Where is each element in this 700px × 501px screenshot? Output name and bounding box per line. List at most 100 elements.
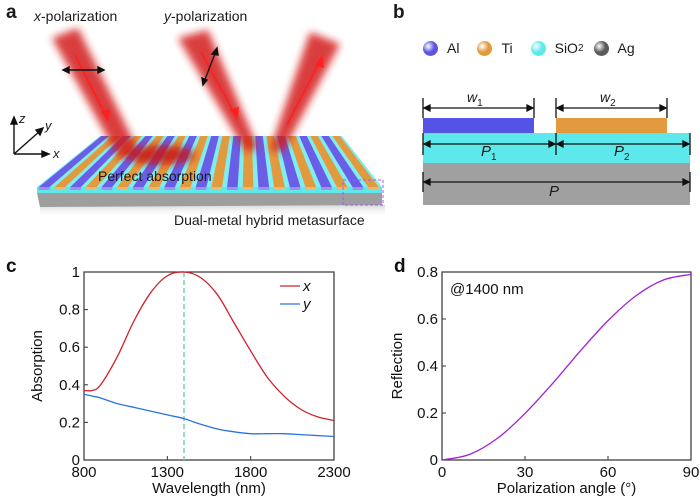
chart-panel-c: c 800 1300 1800 2300 0 0.2 0.4 0.6 0.8 1 Wavelength… <box>6 256 351 497</box>
coordinate-axes <box>9 115 51 159</box>
reflected-beam-direction-arrow <box>286 56 323 126</box>
al-stripe <box>227 136 241 187</box>
plot-frame <box>83 271 335 461</box>
y-axis-label: y <box>45 118 52 133</box>
charts-area: c 800 1300 1800 2300 0 0.2 0.4 0.6 0.8 1 Wavelength… <box>6 256 699 497</box>
y-tick-label: 0.4 <box>59 377 80 394</box>
ti-stripe <box>54 136 120 187</box>
x-polarization-label: x-polarization <box>34 8 117 24</box>
y-polarization-arrow <box>203 50 217 83</box>
x-axis-title: Wavelength (nm) <box>152 480 266 497</box>
y-tick-label: 0.2 <box>417 405 438 422</box>
w2-label: w2 <box>600 89 616 109</box>
x-beam-direction-arrow <box>74 54 109 121</box>
y-beam-arrowhead <box>229 106 239 121</box>
y-tick-label: 0.6 <box>59 339 80 356</box>
stripe-front-face <box>211 187 223 190</box>
x-tick-label: 0 <box>438 464 446 481</box>
ti-stripe <box>332 136 379 187</box>
al-stripe <box>38 136 109 187</box>
ag-substrate-side <box>37 193 382 207</box>
incident-beam-y <box>178 30 258 152</box>
x-tick-label: 60 <box>600 464 617 481</box>
x-polarization-symbol: x <box>34 8 41 24</box>
y-beam-direction-arrow <box>200 51 238 119</box>
metasurface-illustration <box>9 28 385 217</box>
materials-legend: Al Ti SiO 2 Ag <box>423 38 653 58</box>
y-axis-title: Reflection <box>389 333 406 400</box>
metasurface-caption: Dual-metal hybrid metasurface <box>174 212 365 228</box>
material-name: Ag <box>617 40 635 56</box>
al-stripe <box>255 136 270 187</box>
material-name: SiO <box>554 40 578 56</box>
legend-item-ag: Ag <box>593 40 635 56</box>
legend-item-sio: SiO 2 <box>530 40 584 56</box>
stripe-front-face <box>321 187 332 190</box>
reflected-beam-y <box>270 32 340 152</box>
stripe-front-face <box>180 187 191 190</box>
x-tick-label: 1800 <box>234 464 267 481</box>
panel-d-label: d <box>394 256 406 277</box>
y-tick-label: 0.6 <box>417 311 438 328</box>
x-axis-arrowhead <box>41 149 51 159</box>
absorption-spot <box>125 145 195 165</box>
x-polarization-arrowhead-right <box>97 65 106 75</box>
material-subscript: 2 <box>577 42 584 54</box>
material-sphere-icon <box>477 40 493 56</box>
stripe-front-face <box>352 187 364 190</box>
x-tick-label: 1300 <box>151 464 184 481</box>
x-tick-label: 2300 <box>317 464 350 481</box>
x-tick-label: 90 <box>683 464 700 481</box>
stripe-front-face <box>101 187 113 190</box>
y-polarization-label: y-polarization <box>164 8 247 24</box>
series-line-x <box>83 271 335 422</box>
p1-label: P1 <box>481 143 497 163</box>
y-tick-label: 0 <box>430 452 438 469</box>
y-tick-label: 0.8 <box>417 264 438 281</box>
stripe-front-face <box>227 187 238 190</box>
x-polarization-text: -polarization <box>41 8 118 24</box>
x-axis-label: x <box>53 146 60 161</box>
stripe-front-face <box>274 187 285 190</box>
ti-strip <box>556 118 667 133</box>
substrate-shadow <box>40 205 385 217</box>
stripe-front-face <box>85 187 97 190</box>
material-sphere-icon <box>530 40 546 56</box>
stripe-front-face <box>148 187 160 190</box>
stripe-front-face <box>117 187 128 190</box>
w1-label: w1 <box>467 89 483 109</box>
legend-item-ti: Ti <box>477 40 513 56</box>
al-stripe <box>321 136 364 187</box>
wavelength-annotation: @1400 nm <box>450 281 524 298</box>
stripe-front-face <box>164 187 175 190</box>
material-name: Al <box>447 40 460 56</box>
legend-item-al: Al <box>423 40 459 56</box>
ag-layer <box>423 163 690 205</box>
x-polarization-arrowhead-left <box>61 65 70 75</box>
perfect-absorption-label: Perfect absorption <box>98 168 212 184</box>
legend-label-x: x <box>302 278 311 295</box>
al-stripe <box>299 136 332 187</box>
stripe-front-face <box>289 187 301 190</box>
y-tick-label: 0.2 <box>59 414 80 431</box>
x-beam-arrowhead <box>100 108 110 123</box>
stripe-front-face <box>195 187 207 190</box>
y-axis-title: Absorption <box>29 330 46 402</box>
plot-frame <box>441 271 692 461</box>
material-sphere-icon <box>423 40 438 56</box>
ti-stripe <box>180 136 208 187</box>
stripe-front-face <box>70 187 81 190</box>
y-tick-label: 0.4 <box>417 358 438 375</box>
y-tick-label: 1 <box>72 264 80 281</box>
al-strip <box>423 118 534 133</box>
stripe-front-face <box>38 187 50 190</box>
y-polarization-arrowhead-bottom <box>201 76 209 87</box>
y-axis-arrowhead <box>34 126 45 137</box>
x-axis-title: Polarization angle (°) <box>497 480 636 497</box>
stripe-front-face <box>305 187 317 190</box>
stripe-front-face <box>368 187 379 190</box>
stripe-front-face <box>336 187 348 190</box>
p-label: P <box>549 183 560 200</box>
chart-panel-d: d 0 30 60 90 0 0.2 0.4 0.6 0.8 Polarization angle … <box>389 256 699 497</box>
ti-stripe <box>310 136 348 187</box>
